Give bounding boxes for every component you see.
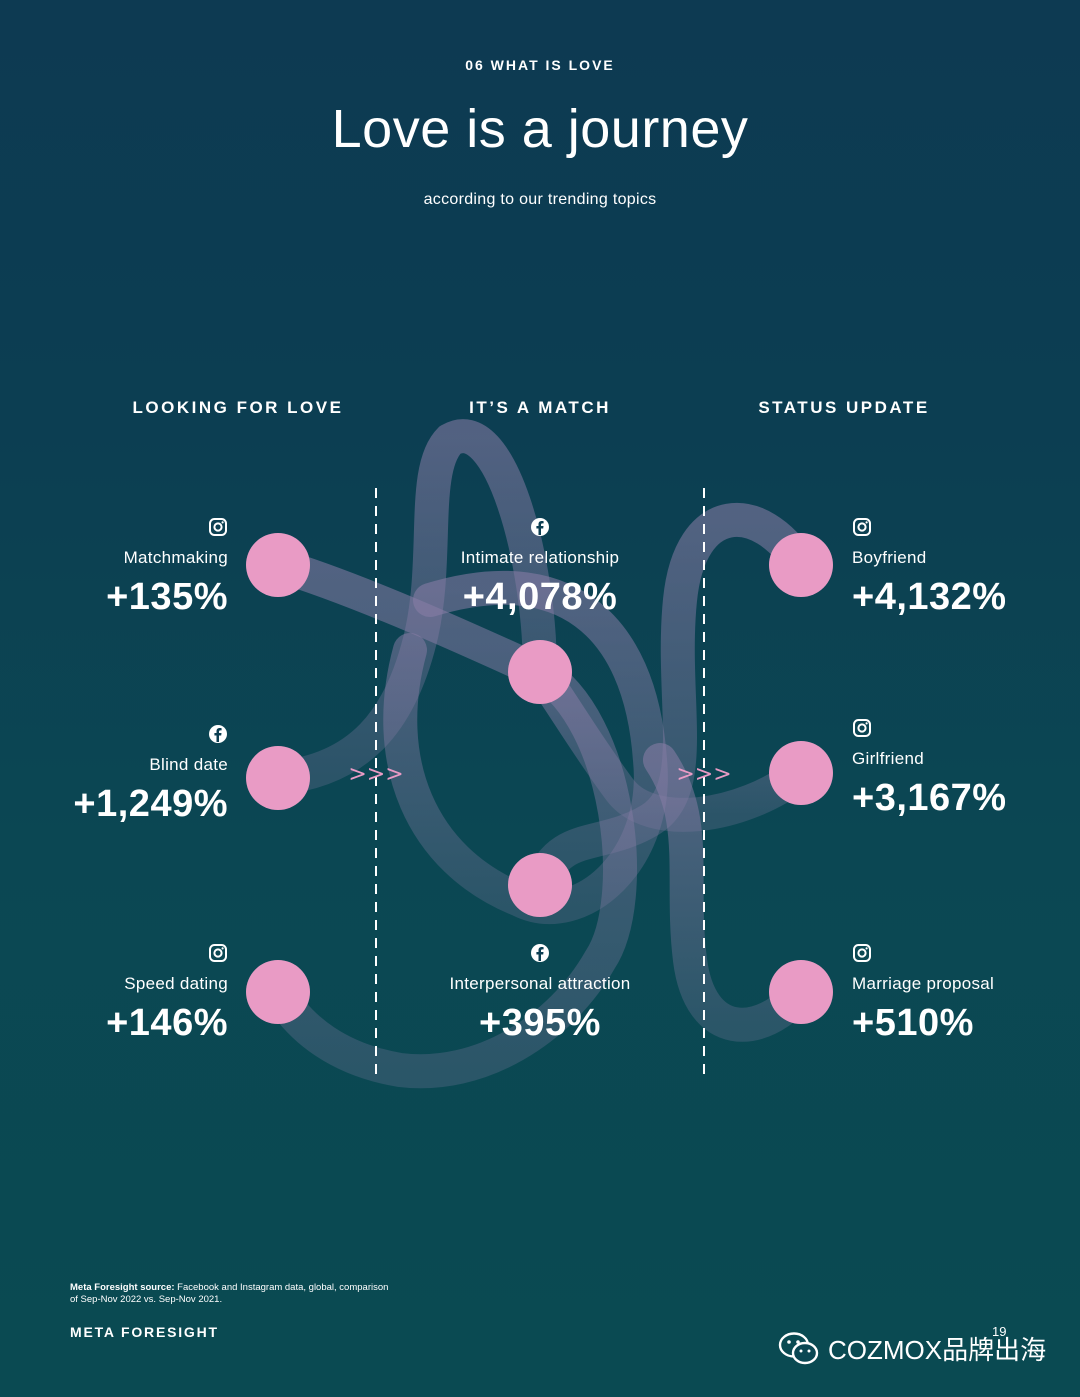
topic-value: +395% (479, 1002, 601, 1044)
ribbon-marriage (643, 743, 818, 1042)
column-heading-its-a-match: IT’S A MATCH (469, 398, 611, 417)
dot-interpersonal-attraction (508, 853, 572, 917)
facebook-icon (531, 518, 549, 536)
watermark: COZMOX品牌出海 (778, 1330, 1046, 1367)
dot-speed-dating (246, 960, 310, 1024)
ribbon-boyfriend (523, 502, 818, 902)
topic-label: Boyfriend (852, 548, 927, 567)
source-note: Meta Foresight source: Facebook and Inst… (70, 1282, 390, 1306)
topic-label: Blind date (149, 755, 228, 774)
source-text: Facebook and Instagram data, global, com… (70, 1282, 389, 1305)
topic-value: +4,132% (852, 576, 1007, 618)
page-subtitle: according to our trending topics (423, 191, 657, 208)
topic-blind-date: Blind date +1,249% (0, 724, 228, 826)
page-number: 19 (992, 1324, 1007, 1339)
instagram-icon (853, 944, 871, 962)
ribbon-blind-date (261, 419, 557, 795)
ribbon-girlfriend (523, 655, 818, 832)
topic-speed-dating: Speed dating +146% (0, 943, 228, 1045)
column-dividers (375, 488, 705, 1075)
section-eyebrow: 06 WHAT IS LOVE (465, 57, 615, 73)
wechat-icon (778, 1331, 819, 1364)
dot-marriage-proposal (769, 960, 833, 1024)
instagram-icon (209, 944, 227, 962)
topic-value: +146% (106, 1002, 228, 1044)
topic-value: +510% (852, 1002, 974, 1044)
topic-boyfriend: Boyfriend +4,132% (852, 517, 1072, 619)
facebook-icon (531, 944, 549, 962)
instagram-icon (853, 518, 871, 536)
topic-interpersonal-attraction: Interpersonal attraction +395% (375, 943, 705, 1045)
topic-label: Matchmaking (123, 548, 228, 567)
topic-label: Marriage proposal (852, 974, 995, 993)
topic-value: +3,167% (852, 777, 1007, 819)
topic-label: Speed dating (124, 974, 228, 993)
dot-intimate-relationship (508, 640, 572, 704)
column-heading-looking-for-love: LOOKING FOR LOVE (132, 398, 344, 417)
dot-matchmaking (246, 533, 310, 597)
brand-name: META FORESIGHT (70, 1324, 219, 1340)
topic-label: Intimate relationship (460, 548, 620, 567)
ribbon-loop (383, 570, 668, 924)
arrows-right: >>> (676, 762, 731, 787)
watermark-text: COZMOX品牌出海 (828, 1335, 1047, 1365)
topic-value: +135% (106, 576, 228, 618)
facebook-icon (209, 725, 227, 743)
instagram-icon (853, 719, 871, 737)
topic-value: +4,078% (462, 576, 618, 618)
topic-intimate-relationship: Intimate relationship +4,078% (375, 517, 705, 619)
topic-matchmaking: Matchmaking +135% (0, 517, 228, 619)
page-title: Love is a journey (331, 99, 749, 159)
topic-girlfriend: Girlfriend +3,167% (852, 718, 1072, 820)
arrows-left: >>> (348, 762, 403, 787)
topic-label: Interpersonal attraction (449, 974, 631, 993)
dot-boyfriend (769, 533, 833, 597)
topic-value: +1,249% (73, 783, 228, 825)
column-heading-status-update: STATUS UPDATE (758, 398, 930, 417)
topic-marriage-proposal: Marriage proposal +510% (852, 943, 1072, 1045)
dot-blind-date (246, 746, 310, 810)
dot-girlfriend (769, 741, 833, 805)
source-label: Meta Foresight source: (70, 1282, 175, 1293)
topic-label: Girlfriend (852, 749, 924, 768)
instagram-icon (209, 518, 227, 536)
topic-dots (246, 533, 833, 1024)
